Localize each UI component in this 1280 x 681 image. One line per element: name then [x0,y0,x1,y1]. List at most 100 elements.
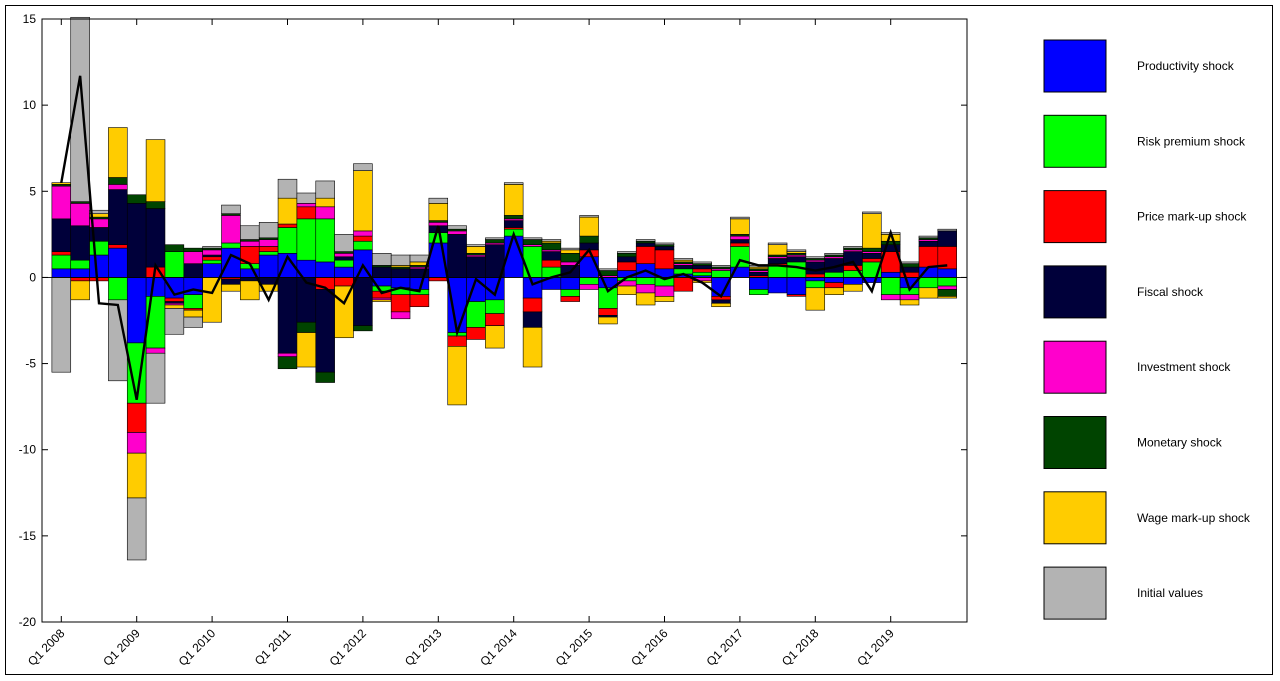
bar-segment [108,184,128,190]
bar-segment [937,296,957,299]
bar-segment [711,302,731,308]
bar-segment [428,277,449,282]
bar-segment [447,230,467,235]
bar-segment [296,321,317,333]
bar-segment [390,277,411,289]
bar-segment [862,253,882,259]
bar-segment [937,230,957,247]
bar-segment [635,292,656,306]
figure-frame [5,5,1273,675]
legend-swatch [1043,340,1107,394]
bar-segment [843,284,863,292]
bar-segment [334,259,354,268]
bar-segment [598,308,618,316]
bar-segment [409,294,430,308]
bar-segment [711,277,731,297]
x-tick-label: Q1 2015 [553,626,596,669]
bar-segment [145,139,166,202]
bar-segment [786,277,807,295]
bar-segment [579,215,599,218]
bar-segment [108,247,128,278]
bar-segment [560,296,580,302]
bar-segment [89,277,109,282]
x-tick-label: Q1 2010 [176,626,219,669]
x-tick-label: Q1 2008 [25,626,68,669]
bar-segment [447,277,467,333]
bar-segment [240,240,260,247]
bar-segment [673,277,694,292]
bar-segment [579,284,599,290]
bar-segment [560,289,580,297]
bar-segment [579,235,599,244]
bar-segment [654,249,675,270]
bar-segment [390,254,411,266]
bar-segment [334,266,354,278]
bar-segment [824,271,844,278]
bar-segment [145,352,166,404]
bar-segment [315,289,335,373]
bar-segment [240,280,260,301]
bar-segment [767,277,788,294]
bar-segment [70,277,90,282]
bar-segment [503,184,524,216]
bar-segment [70,268,90,278]
bar-segment [390,311,411,320]
bar-segment [51,268,72,278]
bar-segment [824,282,844,289]
bar-segment [221,242,241,249]
bar-segment [598,268,618,271]
bar-segment [70,203,90,227]
legend-swatch [1043,491,1107,545]
bar-segment [635,246,656,264]
bar-segment [428,222,449,227]
bar-segment [372,299,392,302]
bar-segment [164,297,185,302]
bar-segment [824,253,844,256]
bar-segment [862,247,882,252]
y-tick-label: -5 [25,357,36,371]
bar-segment [296,332,317,368]
bar-segment [315,197,335,208]
bar-segment [880,240,901,246]
bar-segment [353,170,373,232]
legend: Productivity shock Risk premium shock Pric… [1043,39,1251,620]
bar-segment [372,253,392,266]
bar-segment [51,254,72,270]
bar-segment [221,247,241,278]
bar-segment [315,371,335,383]
bar-segment [334,277,354,287]
bar-segment [315,218,335,263]
bar-segment [108,177,128,185]
bar-segment [466,327,486,340]
bar-segment [899,299,920,306]
total-line-layer [60,75,948,400]
bar-segment [51,218,72,252]
bar-segment [617,256,637,263]
bar-segment [485,313,505,326]
bar-segment [541,259,562,268]
bar-segment [522,277,543,299]
bar-segment [164,304,185,309]
bar-segment [353,277,373,326]
bar-segment [485,325,505,349]
bar-segment [277,227,298,254]
bar-segment [805,261,826,275]
bar-segment [824,277,844,283]
bar-segment [164,251,185,278]
bar-segment [183,247,203,252]
legend-swatch [1043,416,1107,469]
bar-segment [654,246,675,251]
legend-label: Risk premium shock [1137,134,1246,148]
y-tick-label: 0 [29,270,36,284]
bar-segment [202,246,222,249]
legend-label: Wage mark-up shock [1137,511,1251,525]
bar-segment [221,284,241,292]
bar-segment [767,258,788,264]
bar-segment [447,335,467,347]
legend-label: Monetary shock [1137,436,1223,450]
total-line [60,75,948,400]
bar-segment [711,270,731,278]
bar-segment [277,197,298,225]
bar-segment [805,277,826,282]
